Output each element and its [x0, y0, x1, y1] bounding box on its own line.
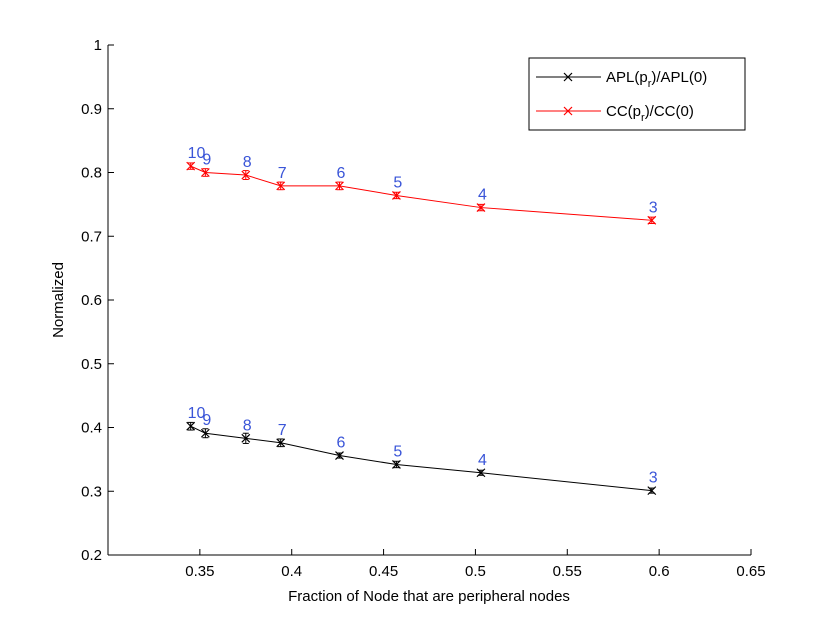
point-label: 10: [188, 145, 206, 162]
y-tick-label: 0.6: [81, 292, 102, 309]
data-point: [647, 486, 657, 496]
point-label: 3: [649, 199, 658, 216]
y-tick-label: 0.7: [81, 228, 102, 245]
point-label: 4: [478, 187, 487, 204]
series-0: [186, 421, 657, 496]
point-label: 7: [278, 165, 287, 182]
marker: [392, 460, 401, 469]
legend-box: [528, 57, 746, 131]
y-tick-label: 1: [94, 37, 102, 54]
x-tick-label: 0.35: [185, 563, 214, 580]
y-tick-label: 0.4: [81, 420, 102, 437]
point-label: 9: [202, 412, 211, 429]
legend: APL(pr)/APL(0) CC(pr)/CC(0): [528, 57, 746, 131]
series-line: [190, 165, 652, 221]
point-label: 4: [478, 452, 487, 469]
data-point: [276, 181, 286, 191]
data-point: [241, 432, 251, 444]
marker: [647, 486, 657, 496]
marker: [476, 468, 486, 478]
y-tick-label: 0.8: [81, 165, 102, 182]
point-label: 5: [393, 443, 402, 460]
marker: [335, 451, 344, 460]
marker: [200, 168, 210, 177]
x-tick-label: 0.6: [649, 563, 670, 580]
y-tick-label: 0.2: [81, 547, 102, 564]
point-label: 8: [243, 417, 252, 434]
point-label: 8: [243, 154, 252, 171]
data-point: [335, 181, 344, 191]
data-point: [476, 203, 486, 212]
marker: [186, 421, 196, 431]
y-axis-label: Normalized: [50, 262, 67, 338]
series-1: [186, 161, 657, 225]
y-tick-label: 0.9: [81, 101, 102, 118]
data-point: [392, 191, 401, 200]
series-layer: [186, 161, 657, 496]
legend-entry-cc: CC(pr)/CC(0): [606, 103, 694, 124]
data-point: [241, 170, 251, 181]
data-point: [392, 460, 401, 469]
data-point: [476, 468, 486, 478]
marker: [241, 170, 251, 180]
data-point: [200, 168, 210, 177]
marker: [476, 203, 486, 212]
legend-marker-apl: [563, 72, 573, 82]
data-point: [276, 438, 286, 448]
marker: [200, 428, 210, 438]
point-label: 9: [202, 152, 211, 169]
marker: [276, 181, 286, 191]
data-point: [186, 161, 196, 171]
marker: [276, 438, 286, 448]
data-point: [200, 428, 210, 439]
x-tick-label: 0.45: [369, 563, 398, 580]
legend-marker-cc: [563, 106, 573, 116]
point-label: 7: [278, 422, 287, 439]
marker: [647, 215, 657, 225]
x-tick-label: 0.5: [465, 563, 486, 580]
x-tick-label: 0.4: [281, 563, 302, 580]
y-tick-label: 0.5: [81, 356, 102, 373]
data-point: [335, 451, 344, 460]
x-tick-label: 0.65: [736, 563, 765, 580]
data-point: [647, 215, 657, 225]
y-tick-label: 0.3: [81, 483, 102, 500]
marker: [241, 433, 251, 443]
marker: [392, 191, 401, 200]
data-point: [186, 421, 196, 431]
series-line: [190, 425, 652, 492]
point-label: 6: [336, 435, 345, 452]
point-label: 5: [393, 174, 402, 191]
marker: [335, 181, 344, 191]
point-label: 10: [188, 405, 206, 422]
point-label: 3: [649, 470, 658, 487]
axes: 0.35 0.4 0.45 0.5 0.55 0.6 0.650.20.30.40.50.6…: [81, 37, 765, 580]
x-tick-label: 0.55: [553, 563, 582, 580]
x-axis-label: Fraction of Node that are peripheral nod…: [288, 588, 570, 605]
point-label: 6: [336, 165, 345, 182]
marker: [186, 161, 196, 171]
legend-entry-apl: APL(pr)/APL(0): [606, 69, 707, 90]
